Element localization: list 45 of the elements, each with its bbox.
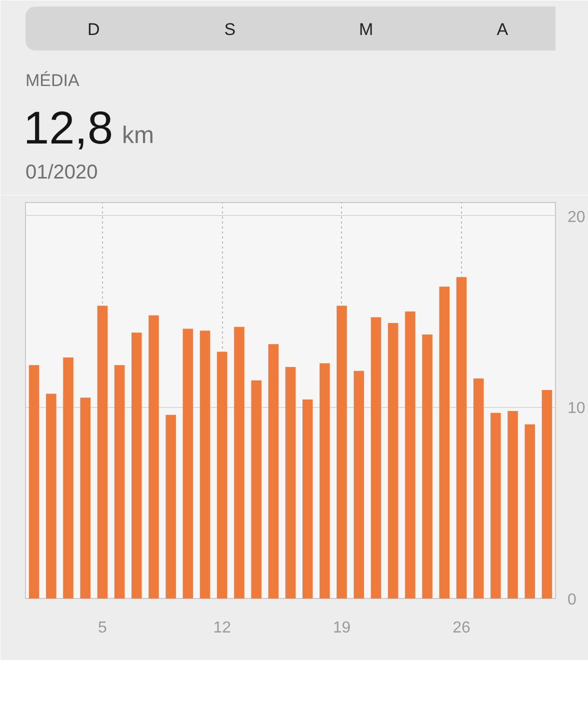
text: M xyxy=(359,20,374,39)
chart-subtitle: 01/2020 xyxy=(26,162,98,184)
text: A xyxy=(496,20,509,39)
bar xyxy=(182,328,194,598)
x-tick-label: 19 xyxy=(332,620,351,636)
bar xyxy=(508,411,518,598)
bar xyxy=(524,424,535,598)
bar xyxy=(320,363,330,598)
bar xyxy=(216,352,228,598)
bar xyxy=(336,306,347,598)
y-tick-label: 0 xyxy=(568,592,576,608)
bar xyxy=(166,414,176,598)
bar xyxy=(28,365,40,598)
bar xyxy=(490,412,501,598)
bar xyxy=(200,330,210,598)
text: S xyxy=(224,20,236,39)
chart-title: MÉDIA xyxy=(26,71,80,90)
bar xyxy=(132,332,142,598)
bar xyxy=(234,326,244,598)
y-tick-label: 20 xyxy=(568,208,586,226)
y-tick-label: 10 xyxy=(568,400,586,418)
bar xyxy=(148,315,159,598)
bar xyxy=(97,306,108,598)
bar xyxy=(285,367,296,598)
text: D xyxy=(87,20,100,39)
bar xyxy=(46,394,56,598)
bar xyxy=(63,357,74,598)
bar xyxy=(114,365,125,598)
bar xyxy=(456,277,467,598)
bar xyxy=(542,390,552,598)
bar xyxy=(268,344,279,598)
text: 12,8 km xyxy=(24,102,154,154)
bar xyxy=(370,317,382,598)
bar xyxy=(388,323,398,598)
bar xyxy=(354,370,364,598)
bar xyxy=(473,378,484,598)
bar xyxy=(251,380,262,598)
x-tick-label: 26 xyxy=(452,620,470,636)
bar xyxy=(405,312,416,598)
bar xyxy=(80,398,90,598)
bar xyxy=(439,286,450,598)
bar xyxy=(302,400,313,598)
x-tick-label: 5 xyxy=(98,620,107,636)
bar xyxy=(422,334,432,598)
x-tick-label: 12 xyxy=(213,620,232,636)
